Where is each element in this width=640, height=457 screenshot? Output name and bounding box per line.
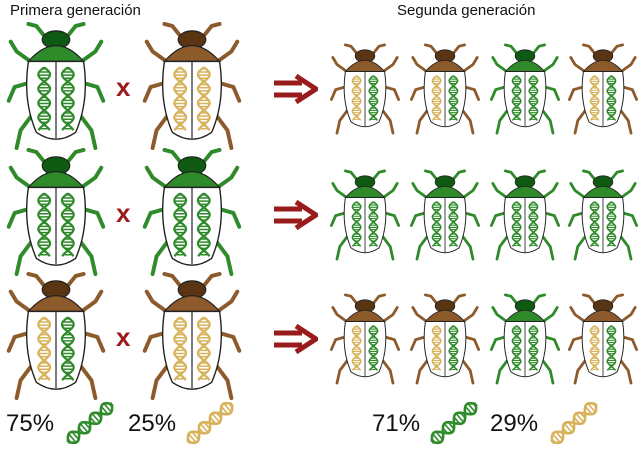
arrow-icon [272, 323, 319, 359]
second-gen-beetle [330, 290, 400, 393]
second-gen-beetle [410, 40, 480, 143]
second-gen-beetle [568, 166, 638, 269]
second-gen-beetle [330, 40, 400, 143]
second-gen-percent: 71% [372, 410, 421, 437]
arrow-icon [272, 73, 319, 109]
second-gen-beetle [330, 166, 400, 269]
second-generation-title: Segunda generación [397, 2, 536, 19]
second-gen-beetle [490, 290, 560, 393]
first-gen-beetle [6, 272, 106, 405]
second-gen-beetle [410, 290, 480, 393]
cross-symbol: x [116, 198, 131, 228]
second-gen-beetle [490, 166, 560, 269]
first-gen-beetle [6, 148, 106, 281]
first-gen-percent: 75% [6, 410, 55, 437]
second-gen-percent: 29% [490, 410, 539, 437]
second-gen-beetle [490, 40, 560, 143]
second-gen-beetle [410, 166, 480, 269]
cross-symbol: x [116, 72, 131, 102]
first-generation-title: Primera generación [10, 2, 141, 19]
gold-dna-icon [184, 398, 236, 453]
first-gen-beetle [142, 272, 242, 405]
green-dna-icon [64, 398, 116, 453]
second-gen-beetle [568, 290, 638, 393]
gold-dna-icon [548, 398, 600, 453]
first-gen-beetle [6, 22, 106, 155]
first-gen-beetle [142, 148, 242, 281]
first-gen-percent: 25% [128, 410, 177, 437]
green-dna-icon [428, 398, 480, 453]
first-gen-beetle [142, 22, 242, 155]
second-gen-beetle [568, 40, 638, 143]
arrow-icon [272, 199, 319, 235]
cross-symbol: x [116, 322, 131, 352]
